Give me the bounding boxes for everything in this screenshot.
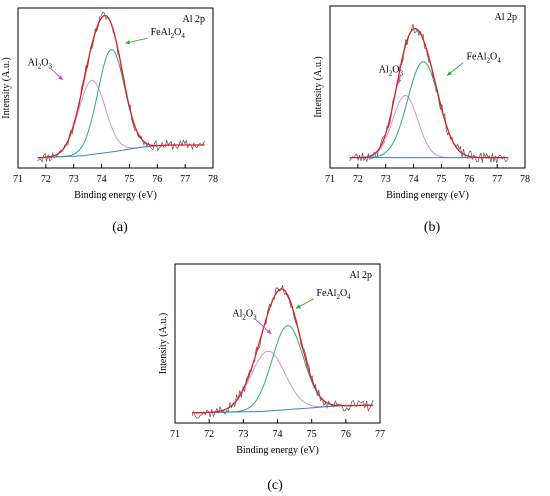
annotation-text-part: 2	[389, 69, 393, 77]
annotation-arrowhead	[295, 304, 301, 309]
plot-area	[349, 23, 509, 164]
annotation-text-part: 2	[38, 63, 42, 71]
series-raw-spectrum	[349, 23, 509, 164]
x-axis-label: Binding energy (eV)	[74, 190, 157, 201]
chart-panel-3: 71 72 73 74 75 76 77 Binding energy (eV) Intensi…	[158, 263, 385, 456]
annotation-al2o3: Al2O3	[28, 58, 53, 71]
series-al2o3-component	[349, 94, 509, 159]
annotation-text-part: 3	[48, 63, 52, 71]
x-tick-label: 76	[464, 174, 474, 185]
series-al2o3-component	[37, 79, 205, 159]
x-tick-label: 71	[170, 429, 180, 440]
annotation-text-part: O	[340, 288, 347, 299]
chart-title: Al 2p	[495, 12, 518, 23]
x-tick-label: 77	[492, 174, 502, 185]
annotation-arrowhead	[447, 71, 452, 76]
x-tick-label: 71	[13, 174, 23, 185]
annotation-text-part: Al	[379, 64, 389, 75]
x-tick-label: 74	[97, 174, 107, 185]
annotation-text-part: O	[174, 27, 181, 38]
x-axis-label: Binding energy (eV)	[236, 445, 319, 456]
annotation-text-part: 2	[336, 293, 340, 301]
chart-title: Al 2p	[183, 14, 206, 25]
annotation-text-part: FeAl	[151, 27, 171, 38]
x-tick-label: 75	[124, 174, 134, 185]
annotation-text-part: O	[41, 58, 48, 69]
plot-area	[191, 285, 374, 419]
annotation-al2o3: Al2O3	[232, 308, 257, 321]
y-axis-label: Intensity (A.u.)	[313, 56, 324, 117]
series-feal2o4-component	[349, 61, 509, 159]
annotation-text-part: 3	[399, 69, 403, 77]
x-tick-label: 75	[307, 429, 317, 440]
chart-title: Al 2p	[350, 270, 373, 281]
series-al2o3-component	[192, 350, 374, 414]
annotation-arrowhead	[125, 40, 131, 45]
chart-panel-1: 71 72 73 74 75 76 77 78 Binding energy (eV) Inten…	[1, 7, 218, 201]
annotation-text-part: 4	[181, 32, 185, 40]
annotation-text-part: Al	[28, 58, 38, 69]
panel-label-b: (b)	[424, 220, 441, 235]
y-axis-label: Intensity (A.u.)	[1, 57, 12, 118]
annotation-text-part: 2	[242, 313, 246, 321]
y-axis-label: Intensity (A.u.)	[158, 313, 169, 374]
series-fit-envelope	[192, 288, 374, 414]
x-tick-label: 78	[208, 174, 218, 185]
x-tick-label: 74	[273, 429, 283, 440]
series-background	[37, 144, 205, 159]
annotation-text-part: O	[246, 308, 253, 319]
annotation-text-part: 4	[497, 56, 501, 64]
x-tick-label: 73	[238, 429, 248, 440]
series-raw-spectrum	[191, 285, 374, 419]
series-fit-envelope	[349, 27, 509, 159]
annotation-text-part: FeAl	[316, 288, 336, 299]
x-tick-label: 73	[381, 174, 391, 185]
panel-label-a: (a)	[112, 220, 128, 235]
chart-panel-2: 71 72 73 74 75 76 77 78 Binding energy (eV) Inten…	[313, 5, 530, 201]
annotation-text-part: 4	[347, 293, 351, 301]
annotation-feal2o4: FeAl2O4	[467, 51, 502, 64]
series-fit-envelope	[37, 14, 205, 159]
annotation-text-part: 3	[253, 313, 257, 321]
annotation-feal2o4: FeAl2O4	[151, 27, 186, 40]
plot-frame	[17, 7, 214, 169]
annotation-al2o3: Al2O3	[379, 64, 404, 77]
panel-label-c: (c)	[267, 478, 283, 493]
annotation-arrowhead	[397, 78, 402, 84]
x-tick-label: 75	[436, 174, 446, 185]
x-tick-label: 72	[41, 174, 51, 185]
x-tick-label: 73	[69, 174, 79, 185]
annotation-text-part: 2	[487, 56, 491, 64]
x-tick-label: 77	[375, 429, 385, 440]
x-tick-label: 76	[152, 174, 162, 185]
annotation-text-part: 2	[171, 32, 175, 40]
x-tick-label: 77	[180, 174, 190, 185]
annotation-arrowhead	[266, 329, 272, 334]
plot-area	[37, 11, 205, 163]
x-tick-label: 76	[341, 429, 351, 440]
annotation-text-part: Al	[232, 308, 242, 319]
x-tick-label: 72	[353, 174, 363, 185]
x-axis-label: Binding energy (eV)	[386, 190, 469, 201]
x-tick-label: 72	[204, 429, 214, 440]
x-tick-label: 74	[409, 174, 419, 185]
x-tick-label: 78	[520, 174, 530, 185]
annotation-text-part: O	[490, 51, 497, 62]
annotation-text-part: FeAl	[467, 51, 487, 62]
plot-frame	[329, 5, 526, 169]
x-tick-label: 71	[325, 174, 335, 185]
annotation-text-part: O	[392, 64, 399, 75]
annotation-feal2o4: FeAl2O4	[316, 288, 351, 301]
annotation-arrowhead	[58, 75, 63, 80]
